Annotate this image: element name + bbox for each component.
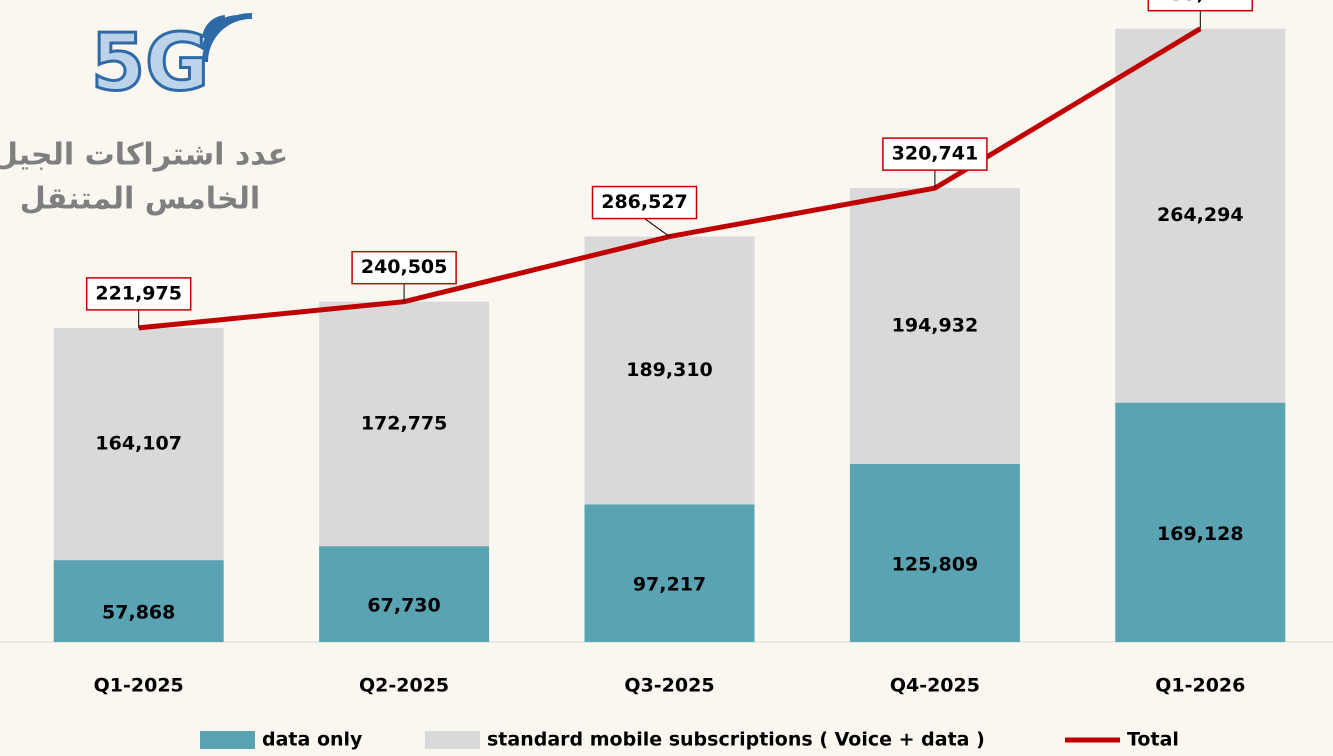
data-label: 286,527: [601, 191, 688, 213]
data-label: 240,505: [361, 256, 448, 278]
data-label: 172,775: [361, 412, 448, 434]
logo-waves: [202, 12, 253, 63]
data-label: 67,730: [367, 595, 440, 617]
label-box: [85, 277, 192, 311]
legend-label: Total: [1127, 729, 1179, 751]
label-box: [591, 185, 698, 220]
bar-segment: [319, 546, 490, 642]
label-box: [351, 250, 457, 285]
bar-segment: [1115, 28, 1286, 403]
leader: [644, 218, 670, 237]
logo-text: 5G: [91, 18, 209, 108]
bar-segment: [319, 301, 490, 547]
data-label: 189,310: [626, 359, 713, 381]
x-tick-label: Q1-2026: [1155, 675, 1245, 697]
bar-segment: [53, 560, 224, 642]
data-label: 194,932: [892, 315, 979, 337]
bar-segment: [584, 504, 755, 642]
x-tick-label: Q2-2025: [359, 675, 449, 697]
legend-swatch: [200, 731, 255, 749]
bar-segment: [53, 327, 224, 561]
data-label: 433,422: [1157, 0, 1244, 5]
bar-segment: [849, 188, 1020, 464]
label-box: [1147, 0, 1254, 12]
legend-label: data only: [262, 729, 363, 751]
data-label: 264,294: [1157, 204, 1244, 226]
legend-swatch: [425, 731, 480, 749]
label-box: [882, 137, 988, 171]
data-label: 320,741: [892, 143, 979, 165]
data-label: 221,975: [95, 282, 182, 304]
x-tick-label: Q1-2025: [94, 675, 184, 697]
data-label: 125,809: [892, 553, 979, 575]
data-label: 164,107: [95, 433, 182, 455]
x-tick-label: Q4-2025: [890, 675, 980, 697]
x-tick-label: Q3-2025: [624, 675, 714, 697]
data-label: 57,868: [102, 602, 175, 624]
bar-segment: [849, 463, 1020, 642]
legend-label: standard mobile subscriptions ( Voice + …: [487, 729, 985, 751]
bar-segment: [1115, 402, 1286, 642]
annotation: عدد اشتراكات الجيل: [0, 138, 288, 173]
data-label: 97,217: [633, 574, 706, 596]
annotation: الخامس المتنقل: [20, 182, 260, 217]
bar-segment: [584, 236, 755, 505]
logo: 5G: [89, 12, 253, 110]
data-label: 169,128: [1157, 523, 1244, 545]
